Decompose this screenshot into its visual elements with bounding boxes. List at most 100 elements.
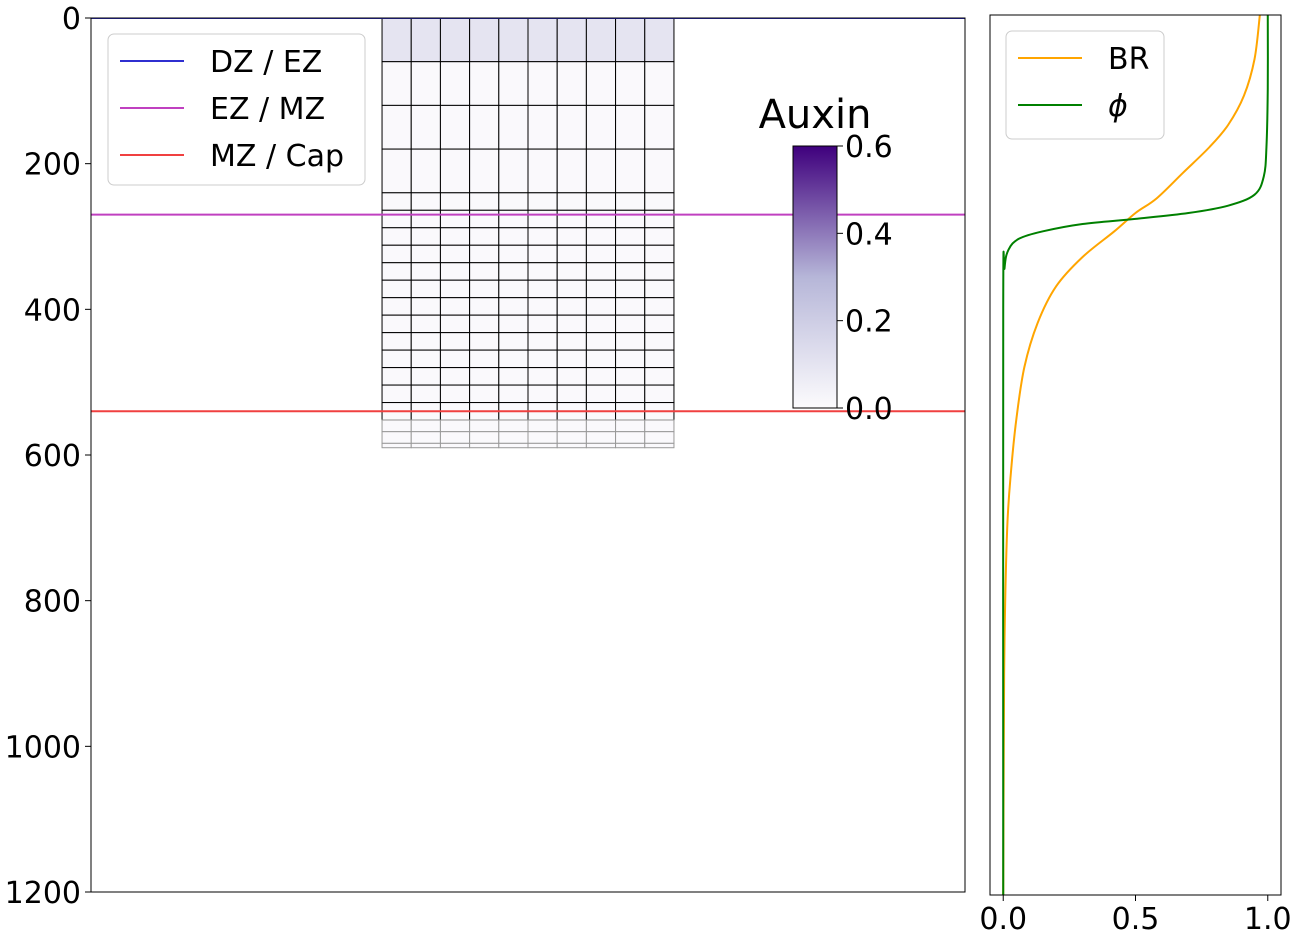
cell — [439, 148, 471, 194]
cell — [439, 419, 471, 433]
cell — [644, 61, 675, 106]
cell — [556, 244, 587, 264]
cell — [410, 262, 441, 281]
cell — [381, 227, 412, 246]
legend-label-0: DZ / EZ — [210, 45, 322, 80]
cell — [527, 384, 558, 404]
cell — [410, 148, 441, 194]
cell — [410, 332, 441, 351]
cell — [527, 192, 558, 211]
cell — [556, 148, 587, 194]
cell — [615, 192, 646, 211]
cell — [615, 332, 646, 351]
cell — [498, 431, 529, 444]
cell — [527, 227, 558, 246]
cell — [410, 349, 441, 369]
cell — [644, 442, 675, 449]
cell — [410, 192, 441, 211]
cell — [585, 419, 617, 433]
cell — [469, 148, 500, 194]
cell — [381, 419, 412, 433]
main-y-axis: 0 200 400 600 800 1000 1200 — [5, 2, 91, 911]
cell — [439, 192, 471, 211]
cell — [556, 314, 587, 334]
x-tick-label: 0.0 — [979, 902, 1027, 936]
cell — [498, 104, 529, 150]
cell — [585, 148, 617, 194]
y-tick-label: 0 — [62, 2, 81, 37]
cell — [527, 332, 558, 351]
y-tick-label: 200 — [24, 148, 81, 183]
cell-grid — [381, 18, 675, 449]
cell — [439, 442, 471, 449]
cell — [498, 297, 529, 316]
cell — [439, 209, 471, 229]
cell — [556, 61, 587, 106]
cell — [469, 227, 500, 246]
colorbar-tick-label: 0.2 — [845, 305, 893, 340]
cell — [527, 431, 558, 444]
cell — [469, 442, 500, 449]
cell — [439, 349, 471, 369]
cell — [381, 367, 412, 386]
cell — [615, 148, 646, 194]
cell — [556, 297, 587, 316]
cell — [556, 192, 587, 211]
legend-label-1: EZ / MZ — [210, 92, 325, 127]
cell — [556, 262, 587, 281]
cell — [439, 244, 471, 264]
cell — [556, 227, 587, 246]
cell — [644, 227, 675, 246]
cell — [644, 349, 675, 369]
cell — [410, 419, 441, 433]
cell — [439, 61, 471, 106]
y-tick-label: 400 — [24, 293, 81, 328]
cell — [410, 244, 441, 264]
cell — [585, 209, 617, 229]
cell — [410, 227, 441, 246]
cell — [527, 349, 558, 369]
cell — [381, 442, 412, 449]
cell — [381, 18, 412, 63]
y-tick-label: 800 — [24, 585, 81, 620]
cell — [381, 192, 412, 211]
cell — [498, 192, 529, 211]
main-legend: DZ / EZ EZ / MZ MZ / Cap — [107, 33, 366, 186]
cell — [615, 314, 646, 334]
cell — [615, 431, 646, 444]
cell — [527, 442, 558, 449]
cell — [381, 314, 412, 334]
cell — [585, 262, 617, 281]
cell — [469, 297, 500, 316]
cell — [439, 18, 471, 63]
cell — [469, 209, 500, 229]
right-legend: BR ϕ — [1005, 30, 1165, 140]
cell — [469, 314, 500, 334]
colorbar-tick-label: 0.4 — [845, 217, 893, 252]
cell — [615, 367, 646, 386]
cell — [585, 384, 617, 404]
cell — [439, 367, 471, 386]
cell — [585, 104, 617, 150]
cell — [527, 61, 558, 106]
cell — [644, 384, 675, 404]
cell — [585, 18, 617, 63]
cell — [410, 442, 441, 449]
cell — [556, 18, 587, 63]
colorbar-gradient-bar — [792, 145, 838, 409]
cell — [469, 104, 500, 150]
cell — [381, 384, 412, 404]
y-tick-label: 600 — [24, 439, 81, 474]
cell — [469, 18, 500, 63]
cell — [498, 18, 529, 63]
cell — [439, 297, 471, 316]
cell — [381, 209, 412, 229]
cell — [498, 244, 529, 264]
cell — [410, 367, 441, 386]
cell — [381, 332, 412, 351]
cell — [381, 244, 412, 264]
cell — [439, 431, 471, 444]
cell — [556, 279, 587, 299]
colorbar-ticks: 0.0 0.2 0.4 0.6 — [837, 130, 893, 427]
cell — [410, 384, 441, 404]
